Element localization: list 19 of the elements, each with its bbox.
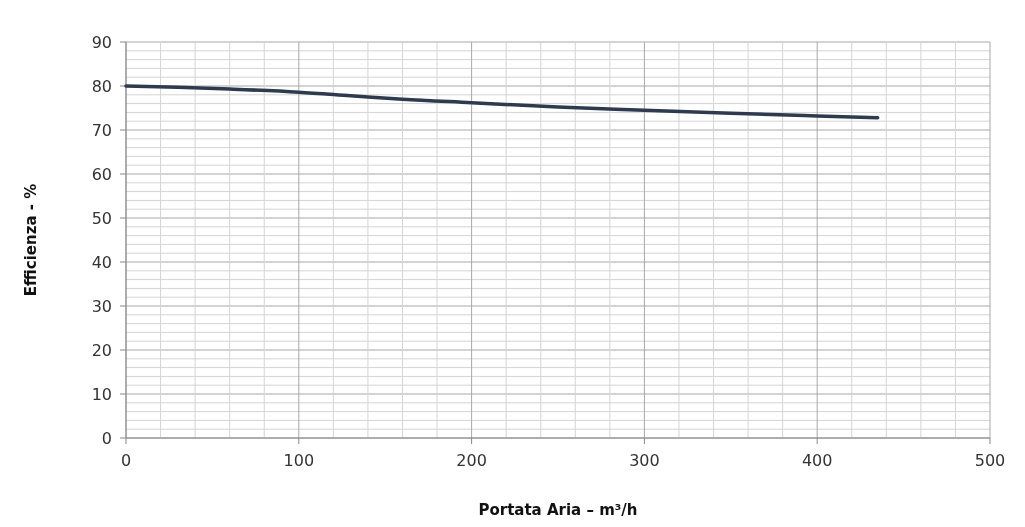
x-axis-title: Portata Aria – m³/h xyxy=(478,501,638,519)
y-tick-label: 70 xyxy=(91,121,112,140)
y-tick-label: 20 xyxy=(91,341,112,360)
x-tick-label: 200 xyxy=(456,451,487,470)
x-tick-label: 300 xyxy=(629,451,660,470)
y-axis-title: Efficienza - % xyxy=(22,183,40,297)
y-tick-label: 80 xyxy=(91,77,112,96)
line-series xyxy=(124,84,880,120)
y-tick-label: 10 xyxy=(91,385,112,404)
y-tick-label: 0 xyxy=(101,429,112,448)
x-tick-label: 500 xyxy=(974,451,1006,470)
y-tick-label: 90 xyxy=(91,33,112,52)
x-tick-label: 100 xyxy=(283,451,315,470)
x-tick-label: 400 xyxy=(801,451,833,470)
x-tick-label: 0 xyxy=(120,451,132,470)
y-tick-label: 50 xyxy=(91,209,112,228)
y-tick-label: 40 xyxy=(91,253,112,272)
y-tick-label: 30 xyxy=(91,297,112,316)
y-tick-label: 60 xyxy=(91,165,112,184)
